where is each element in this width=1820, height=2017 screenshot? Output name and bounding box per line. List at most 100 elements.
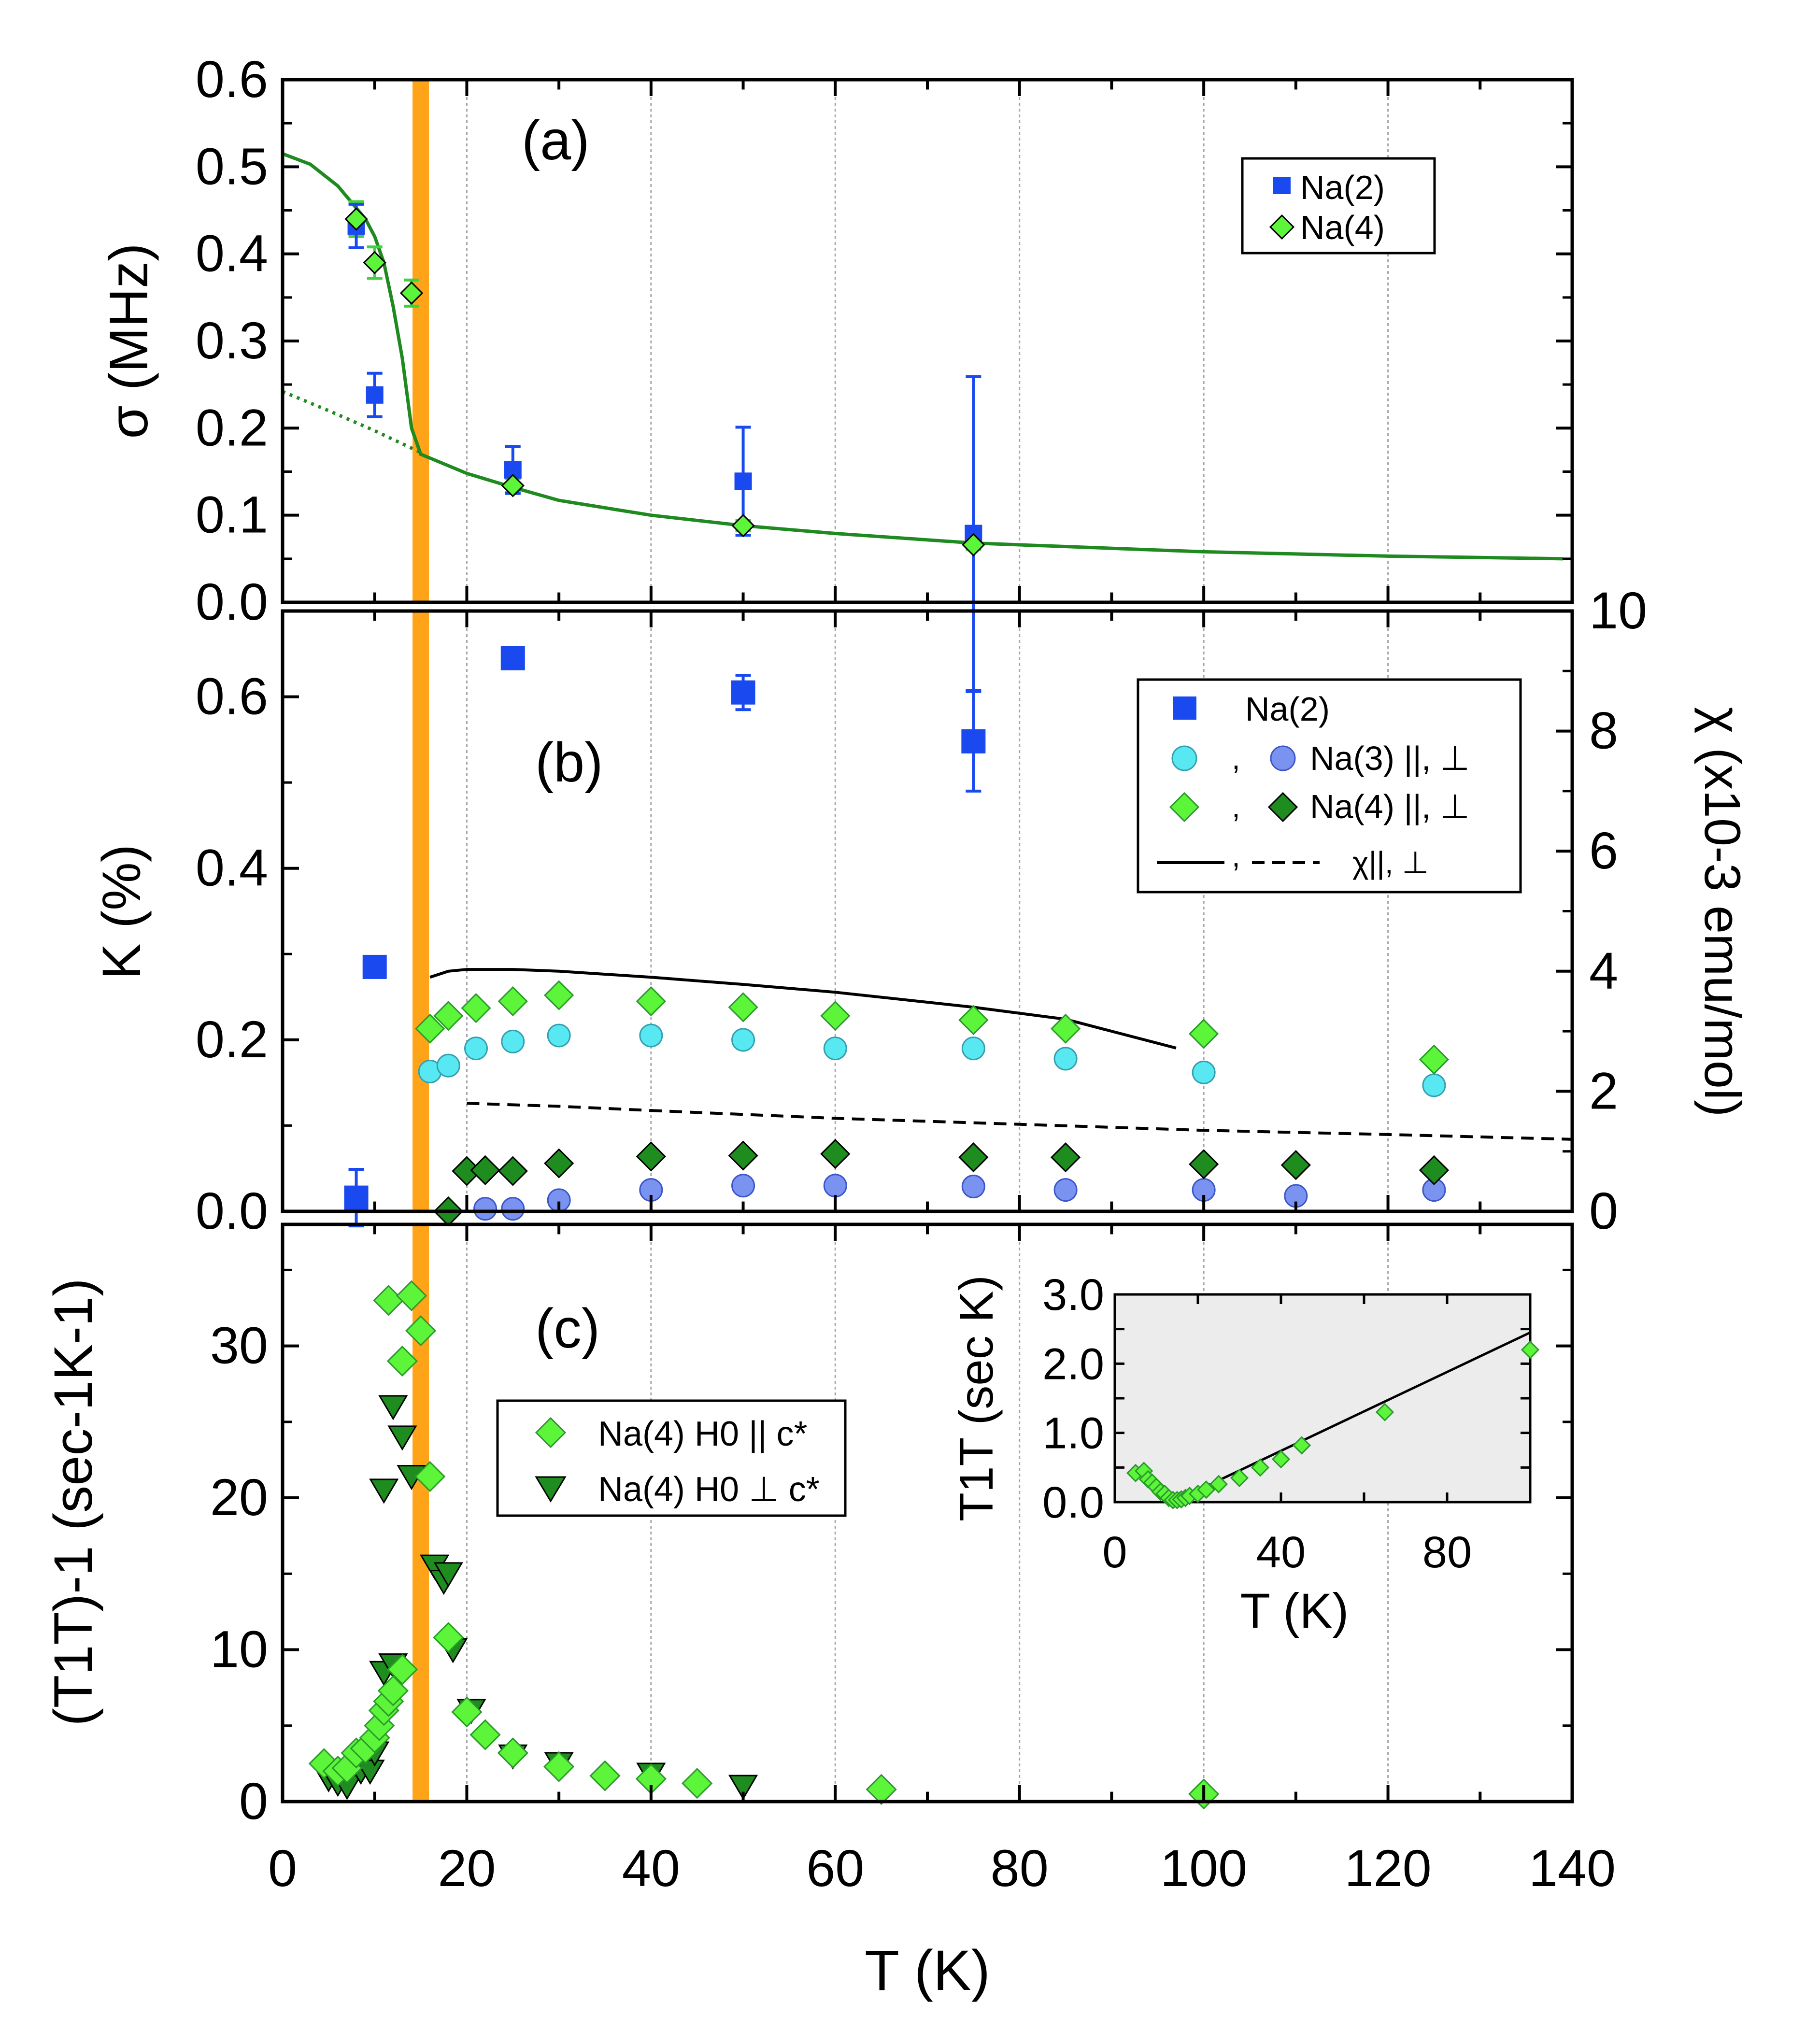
right-y-tick-label: 2 (1589, 1061, 1618, 1120)
panel-b-legend-na2-label: Na(2) (1245, 690, 1330, 728)
na4-parallel-point (433, 1001, 464, 1031)
y-tick-label: 0.2 (196, 1010, 268, 1068)
panel-c-legend-perp-label: Na(4) H0 ⊥ c* (598, 1470, 820, 1509)
x-tick-label: 120 (1344, 1839, 1431, 1897)
panel-b-right-y-tick-labels: 0 2 4 6 8 10 (1589, 581, 1647, 1240)
chi-perp-curve (467, 1102, 1572, 1141)
x-axis-label: T (K) (865, 1939, 990, 2003)
panel-c-legend-parallel-label: Na(4) H0 || c* (598, 1415, 808, 1453)
inset-x-tick-labels: 0 40 80 (1102, 1528, 1472, 1577)
na3-parallel-point (436, 1053, 460, 1078)
na4-perp-point (728, 1140, 758, 1171)
panel-b-label: (b) (535, 732, 603, 794)
inset-y-tick-label: 2.0 (1042, 1339, 1104, 1389)
na3-parallel-point (823, 1037, 847, 1061)
tc-band (412, 80, 429, 602)
parallel-point (543, 1751, 575, 1782)
inset-point (1230, 1468, 1249, 1487)
na4-perp-point (1280, 1150, 1311, 1180)
na3-perp-point (1053, 1178, 1078, 1202)
inset-point (1271, 1450, 1291, 1469)
panel-c-y-axis-label: (T1T)-1 (sec-1K-1) (43, 1278, 103, 1726)
panel-c: 0 10 20 30 0 20 40 60 80 100 120 140 (c) (T1T)-1 (… (43, 1222, 1616, 2003)
panel-b-y-axis-label: K (%) (91, 844, 152, 980)
na3-parallel-point (731, 1028, 755, 1052)
panel-b-legend-na3-label: Na(3) ||, ⊥ (1310, 739, 1470, 777)
inset-y-tick-label: 1.0 (1042, 1409, 1104, 1458)
na3-parallel-point (1422, 1073, 1446, 1097)
y-tick-label: 0.6 (196, 50, 268, 108)
na4-parallel-point (728, 992, 758, 1023)
na3-perp-point (473, 1197, 498, 1221)
y-tick-label: 0.4 (196, 224, 268, 283)
na4-perp-point (470, 1155, 500, 1185)
y-tick-label: 0.1 (196, 485, 268, 544)
panel-b-tc-band (412, 611, 429, 1211)
na2-point (362, 954, 387, 979)
right-y-tick-label: 8 (1589, 701, 1618, 760)
panel-b: 0.0 0.2 0.4 0.6 0 2 4 6 8 10 (b) K (%) χ (x10-3 … (91, 581, 1750, 1240)
na2-point (500, 646, 525, 670)
panel-a-tc-band (412, 80, 429, 602)
panel-a-y-tick-labels: 0.0 0.1 0.2 0.3 0.4 0.5 0.6 (196, 50, 268, 631)
na4-point (731, 514, 755, 538)
na3-parallel-point (464, 1037, 488, 1061)
panel-c-legend: Na(4) H0 || c* Na(4) H0 ⊥ c* (496, 1399, 847, 1517)
panel-a-y-axis-label: σ (MHz) (99, 243, 159, 439)
tc-band (412, 611, 429, 1211)
na4-perp-point (820, 1138, 851, 1169)
legend-comma-3: , (1232, 838, 1240, 873)
legend-na2-marker (1273, 177, 1291, 194)
parallel-point (386, 1654, 418, 1685)
na4-point (363, 251, 386, 274)
right-y-tick-label: 6 (1589, 821, 1618, 880)
parallel-point (433, 1622, 464, 1653)
na4-perp-point (498, 1156, 528, 1186)
x-tick-label: 100 (1160, 1839, 1247, 1897)
inset-fit-line (1172, 1331, 1531, 1504)
na4-perp-point (636, 1141, 666, 1172)
x-tick-label: 0 (268, 1839, 297, 1897)
parallel-point (396, 1280, 427, 1311)
na2-point (961, 729, 986, 753)
panel-b-legend-box (1137, 678, 1522, 894)
perp-point (378, 1395, 408, 1420)
parallel-point (589, 1760, 621, 1791)
parallel-point (386, 1345, 418, 1377)
na2-point (344, 1185, 369, 1210)
na3-parallel-point (639, 1023, 663, 1048)
inset-y-tick-label: 0.0 (1042, 1478, 1104, 1527)
na4-parallel-point (1189, 1019, 1219, 1049)
inset-x-tick-label: 40 (1256, 1528, 1306, 1577)
right-y-tick-label: 10 (1589, 581, 1647, 639)
perp-point (355, 1760, 385, 1785)
na2-point (366, 386, 384, 404)
na4-parallel-point (958, 1005, 989, 1036)
parallel-point (414, 1461, 446, 1492)
panel-b-frame (281, 609, 1574, 1213)
panel-a-legend-na2-label: Na(2) (1300, 169, 1385, 206)
na3-perp-point (961, 1175, 985, 1199)
na3-perp-point (501, 1197, 525, 1221)
parallel-point (451, 1696, 483, 1728)
parallel-point (373, 1285, 404, 1316)
legend-na4-marker (1269, 214, 1295, 240)
parallel-point (497, 1737, 528, 1769)
legend-parallel-marker (535, 1417, 567, 1449)
y-tick-label: 0.0 (196, 572, 268, 631)
perp-point (387, 1425, 417, 1451)
legend-na3-parallel-marker (1171, 745, 1197, 771)
parallel-point (469, 1719, 501, 1750)
panel-b-legend-chi-label: χ||, ⊥ (1352, 845, 1429, 880)
inset-plot-area (1113, 1293, 1532, 1504)
na3-parallel-point (1192, 1060, 1216, 1084)
inset-data-points (1126, 1340, 1540, 1509)
inset-y-tick-label: 3.0 (1042, 1270, 1104, 1320)
y-tick-label: 0.3 (196, 311, 268, 369)
parallel-point (405, 1315, 437, 1347)
legend-na4-parallel-marker (1169, 792, 1200, 823)
y-tick-label: 0.6 (196, 667, 268, 725)
panel-a: 0.0 0.1 0.2 0.3 0.4 0.5 0.6 (a) σ (MHz) Na(2) … (99, 50, 1574, 692)
y-tick-label: 0.0 (196, 1181, 268, 1240)
